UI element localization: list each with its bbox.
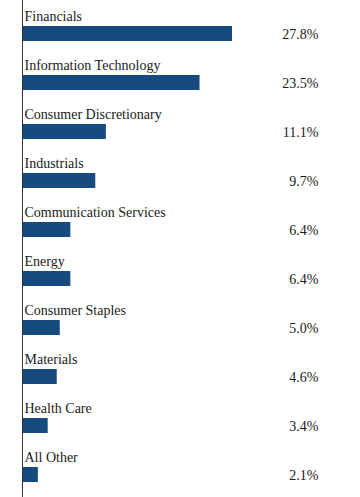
svg-text:Information Technology: Information Technology	[25, 58, 161, 73]
svg-text:Financials: Financials	[25, 9, 83, 24]
svg-text:4.6%: 4.6%	[289, 370, 319, 385]
svg-text:Consumer Discretionary: Consumer Discretionary	[25, 107, 162, 122]
svg-text:Consumer Staples: Consumer Staples	[25, 303, 127, 318]
svg-text:6.4%: 6.4%	[289, 223, 319, 238]
svg-text:All Other: All Other	[25, 450, 79, 465]
svg-text:5.0%: 5.0%	[289, 321, 319, 336]
svg-text:6.4%: 6.4%	[289, 272, 319, 287]
svg-text:23.5%: 23.5%	[282, 76, 319, 91]
svg-text:Communication Services: Communication Services	[25, 205, 166, 220]
svg-text:Industrials: Industrials	[25, 156, 84, 171]
svg-text:3.4%: 3.4%	[289, 419, 319, 434]
svg-text:Energy: Energy	[25, 254, 65, 269]
svg-text:Materials: Materials	[25, 352, 78, 367]
svg-text:11.1%: 11.1%	[283, 125, 319, 140]
svg-text:9.7%: 9.7%	[289, 174, 319, 189]
svg-text:27.8%: 27.8%	[282, 27, 319, 42]
svg-text:Health Care: Health Care	[25, 401, 92, 416]
svg-text:2.1%: 2.1%	[289, 468, 319, 483]
